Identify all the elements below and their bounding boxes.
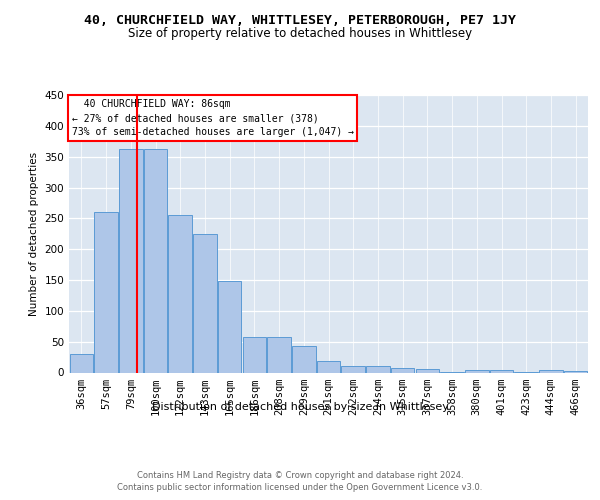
- Bar: [317, 362, 340, 372]
- Bar: [218, 281, 241, 372]
- Bar: [465, 370, 488, 372]
- Bar: [193, 234, 217, 372]
- Bar: [341, 366, 365, 372]
- Bar: [268, 338, 291, 372]
- Bar: [564, 370, 587, 372]
- Bar: [70, 354, 93, 372]
- Text: Distribution of detached houses by size in Whittlesey: Distribution of detached houses by size …: [152, 402, 448, 412]
- Bar: [292, 346, 316, 372]
- Bar: [391, 368, 415, 372]
- Text: 40 CHURCHFIELD WAY: 86sqm
← 27% of detached houses are smaller (378)
73% of semi: 40 CHURCHFIELD WAY: 86sqm ← 27% of detac…: [71, 99, 353, 137]
- Bar: [94, 212, 118, 372]
- Text: 40, CHURCHFIELD WAY, WHITTLESEY, PETERBOROUGH, PE7 1JY: 40, CHURCHFIELD WAY, WHITTLESEY, PETERBO…: [84, 14, 516, 27]
- Text: Contains public sector information licensed under the Open Government Licence v3: Contains public sector information licen…: [118, 482, 482, 492]
- Bar: [490, 370, 513, 372]
- Bar: [144, 150, 167, 372]
- Bar: [169, 215, 192, 372]
- Bar: [119, 150, 143, 372]
- Text: Contains HM Land Registry data © Crown copyright and database right 2024.: Contains HM Land Registry data © Crown c…: [137, 471, 463, 480]
- Bar: [366, 366, 389, 372]
- Y-axis label: Number of detached properties: Number of detached properties: [29, 152, 39, 316]
- Bar: [539, 370, 563, 372]
- Bar: [416, 370, 439, 372]
- Text: Size of property relative to detached houses in Whittlesey: Size of property relative to detached ho…: [128, 28, 472, 40]
- Bar: [242, 338, 266, 372]
